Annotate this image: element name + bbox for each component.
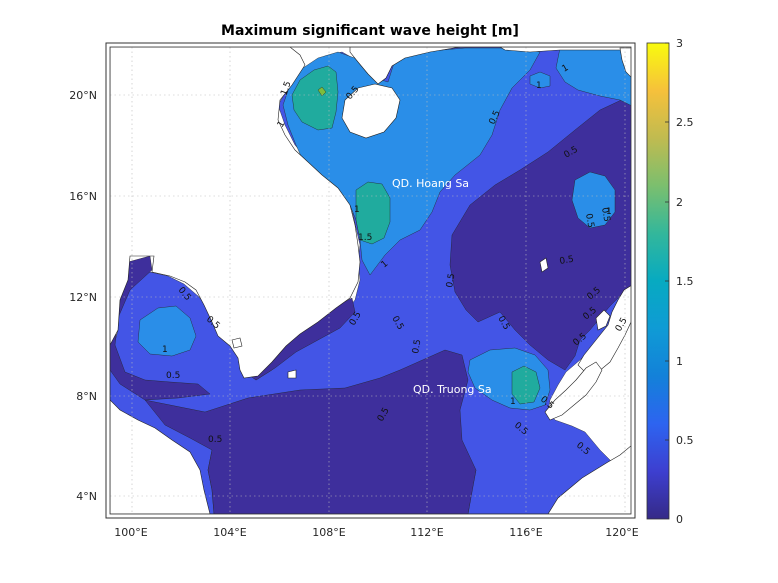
- sea-level-2-peak: [317, 86, 327, 97]
- x-tick-label: 120°E: [605, 526, 638, 539]
- land-islet-c: [231, 337, 243, 349]
- grid: [110, 47, 631, 514]
- colorbar-tick-label: 0: [676, 513, 683, 526]
- contour-label: 1: [354, 205, 360, 215]
- land-borneo: [547, 445, 631, 514]
- colorbar: 3 2.5 2 1.5 1 0.5 0: [646, 37, 694, 526]
- region-label-spratlys: QD. Truong Sa: [413, 383, 492, 396]
- colorbar-tick-label: 3: [676, 37, 683, 50]
- y-tick-label: 20°N: [69, 89, 97, 102]
- colorbar-tick-label: 2.5: [676, 116, 694, 129]
- sea-level-1-15-northeast: [555, 47, 631, 106]
- sea-level-0-05-west: [110, 255, 211, 401]
- contour-label: 1.5: [279, 80, 293, 97]
- land-islet-b: [287, 369, 297, 379]
- colorbar-tick-label: 2: [676, 196, 683, 209]
- land-china-south: [349, 47, 461, 85]
- x-tick-label: 108°E: [312, 526, 345, 539]
- colorbar-tick-label: 0.5: [676, 434, 694, 447]
- contour-label: 0.5: [166, 371, 180, 381]
- contour-label: 0.5: [411, 339, 423, 355]
- land-hainan: [341, 83, 401, 139]
- x-tick-label: 116°E: [509, 526, 542, 539]
- contour-label: 1: [380, 259, 391, 270]
- x-tick-label: 112°E: [410, 526, 443, 539]
- sea-level-15-2-central: [355, 181, 391, 245]
- land-taiwan: [619, 47, 631, 78]
- colorbar-tick-label: 1.5: [676, 275, 694, 288]
- land-palawan: [544, 361, 603, 421]
- land-indochina: [110, 47, 361, 379]
- land-china-coast: [499, 47, 631, 53]
- contour-label: 0.5: [599, 207, 611, 223]
- region-label-paracels: QD. Hoang Sa: [392, 177, 469, 190]
- land-luzon: [577, 285, 631, 373]
- contour-label: 1: [276, 120, 288, 130]
- sea-level-1-15-gulf-thailand: [137, 305, 197, 357]
- contour-label: 0.5: [208, 435, 222, 445]
- x-tick-label: 100°E: [114, 526, 147, 539]
- contour-label: 0.5: [445, 273, 457, 289]
- contour-label: 1: [606, 207, 612, 217]
- sea-level-15-2-tonkin: [291, 65, 339, 131]
- land-mindoro: [595, 309, 611, 331]
- y-tick-label: 12°N: [69, 291, 97, 304]
- map-frame-inner: [109, 46, 632, 515]
- contour-label: 0.5: [583, 213, 595, 229]
- sea-level-1-15-islet: [529, 71, 551, 89]
- x-axis: 100°E 104°E 108°E 112°E 116°E 120°E: [114, 526, 638, 539]
- sea-level-1-15-luzon: [571, 171, 616, 229]
- land-islet-a: [539, 257, 549, 273]
- contour-label: 0.5: [559, 255, 575, 267]
- contour-label: 1.5: [358, 233, 372, 243]
- y-axis: 20°N 16°N 12°N 8°N 4°N: [69, 89, 97, 503]
- chart-title: Maximum significant wave height [m]: [221, 23, 519, 39]
- sea-level-0-05-south: [144, 349, 477, 514]
- y-tick-label: 16°N: [69, 190, 97, 203]
- y-tick-label: 4°N: [76, 490, 97, 503]
- map-frame: [105, 42, 636, 519]
- x-tick-label: 104°E: [213, 526, 246, 539]
- y-tick-label: 8°N: [76, 390, 97, 403]
- colorbar-tick-label: 1: [676, 355, 683, 368]
- contour-label: 1: [510, 397, 516, 407]
- contour-label: 1: [162, 345, 168, 355]
- contour-label: 1: [536, 81, 542, 91]
- map-area: [110, 47, 631, 514]
- contour-label: 1: [561, 63, 571, 75]
